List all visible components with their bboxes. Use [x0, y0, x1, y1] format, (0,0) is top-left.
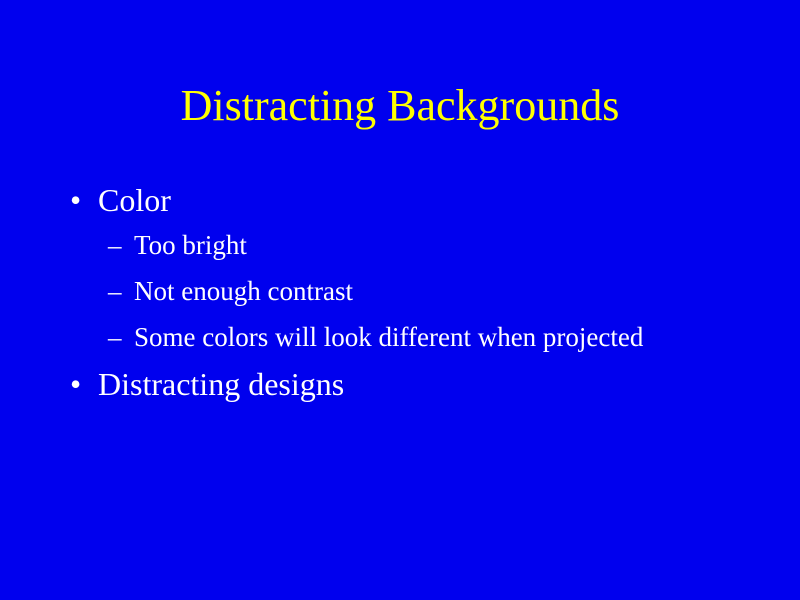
bullet-item-distracting-designs: • Distracting designs [0, 362, 800, 406]
subbullet-item-colors-projected: – Some colors will look different when p… [0, 314, 800, 360]
subbullet-item-not-enough-contrast: – Not enough contrast [0, 268, 800, 314]
subbullet-label: Some colors will look different when pro… [134, 322, 644, 352]
bullet-label: Color [98, 182, 171, 218]
bullet-item-color: • Color [0, 178, 800, 222]
bullet-label: Distracting designs [98, 366, 345, 402]
bullet-marker: • [70, 366, 82, 402]
subbullet-label: Not enough contrast [134, 276, 353, 306]
subbullet-marker: – [108, 230, 122, 260]
slide-content: • Color – Too bright – Not enough contra… [0, 178, 800, 406]
subbullet-item-too-bright: – Too bright [0, 222, 800, 268]
bullet-marker: • [70, 182, 82, 218]
slide-title: Distracting Backgrounds [180, 81, 620, 130]
subbullet-label: Too bright [134, 230, 247, 260]
subbullet-marker: – [108, 322, 122, 352]
subbullet-marker: – [108, 276, 122, 306]
